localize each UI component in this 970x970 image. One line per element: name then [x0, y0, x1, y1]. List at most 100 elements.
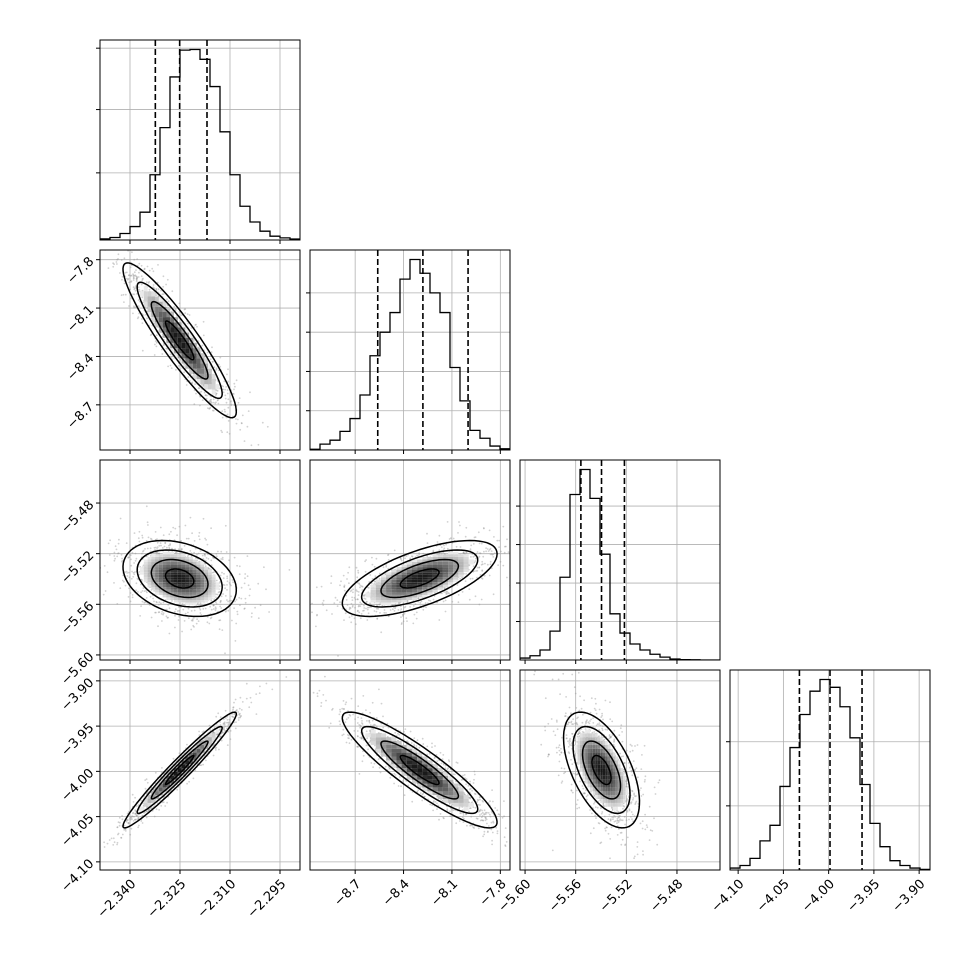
density-cell	[196, 569, 201, 573]
sample-point	[361, 589, 364, 591]
sample-point	[513, 537, 515, 539]
sample-point	[234, 640, 237, 642]
sample-point	[481, 570, 484, 572]
density-cell	[411, 577, 418, 580]
sample-point	[186, 313, 189, 315]
sample-point	[231, 619, 233, 622]
sample-point	[178, 609, 181, 612]
density-cell	[422, 584, 428, 588]
sample-point	[491, 553, 494, 556]
sample-point	[404, 557, 406, 560]
sample-point	[357, 609, 359, 612]
density-cell	[155, 311, 159, 318]
sample-point	[145, 810, 148, 812]
density-cell	[170, 574, 174, 578]
density-cell	[155, 582, 159, 585]
sample-point	[420, 600, 423, 603]
sample-point	[106, 842, 109, 845]
sample-point	[348, 606, 351, 609]
sample-point	[350, 589, 353, 592]
sample-point	[474, 536, 477, 538]
density-cell	[437, 557, 443, 560]
sample-point	[135, 279, 138, 281]
sample-point	[240, 597, 243, 600]
sample-point	[366, 600, 368, 603]
panel-2-1	[309, 459, 524, 664]
sample-point	[130, 280, 133, 282]
sample-point	[340, 580, 342, 583]
sample-point	[468, 564, 471, 567]
sample-point	[147, 536, 150, 539]
density-cell	[185, 594, 190, 598]
density-cell	[151, 584, 156, 588]
sample-point	[178, 752, 181, 755]
sample-point	[483, 527, 485, 530]
density-cell	[200, 589, 205, 593]
density-cell	[432, 557, 438, 560]
sample-point	[227, 721, 230, 724]
sample-point	[159, 526, 162, 529]
density-cell	[189, 562, 193, 565]
sample-point	[369, 602, 371, 605]
density-cell	[204, 594, 208, 598]
density-cell	[422, 577, 428, 580]
sample-point	[94, 227, 96, 229]
sample-point	[226, 373, 228, 376]
density-cell	[442, 574, 449, 578]
sample-point	[168, 607, 171, 610]
density-cell	[417, 564, 423, 568]
sample-point	[346, 578, 348, 580]
density-cell	[448, 564, 454, 568]
density-cell	[396, 592, 402, 595]
density-cell	[155, 301, 159, 307]
sample-point	[457, 594, 460, 596]
density-cell	[155, 572, 159, 575]
sample-point	[207, 557, 210, 560]
sample-point	[226, 431, 229, 434]
sample-point	[457, 532, 459, 534]
sample-point	[123, 257, 126, 260]
sample-point	[214, 606, 217, 609]
sample-point	[226, 575, 229, 578]
sample-point	[116, 555, 119, 558]
sample-point	[215, 579, 218, 582]
density-cell	[189, 597, 193, 600]
sample-point	[235, 598, 238, 601]
density-cell	[181, 562, 186, 565]
sample-point	[198, 607, 201, 609]
sample-point	[209, 401, 212, 403]
sample-point	[129, 818, 132, 821]
density-cell	[208, 582, 212, 585]
density-cell	[396, 577, 402, 580]
density-cell	[177, 579, 182, 583]
density-cell	[181, 557, 186, 560]
sample-point	[255, 713, 258, 715]
sample-point	[113, 555, 116, 557]
sample-point	[221, 410, 224, 413]
sample-point	[191, 618, 194, 621]
sample-point	[140, 605, 143, 607]
contour-line	[136, 549, 223, 608]
sample-point	[147, 809, 150, 812]
density-cell	[381, 597, 387, 600]
sample-point	[199, 395, 202, 398]
sample-point	[134, 818, 137, 821]
density-cell	[185, 557, 190, 560]
sample-point	[237, 401, 240, 404]
sample-point	[355, 566, 358, 569]
sample-point	[204, 565, 207, 568]
sample-point	[141, 296, 144, 299]
sample-point	[148, 604, 151, 606]
density-cell	[200, 600, 205, 603]
sample-point	[219, 600, 222, 603]
sample-point	[463, 552, 466, 555]
sample-point	[522, 627, 524, 629]
density-cell	[166, 551, 171, 555]
sample-point	[133, 532, 136, 534]
sample-point	[227, 406, 230, 409]
sample-point	[141, 322, 144, 324]
sample-point	[227, 730, 230, 733]
sample-point	[130, 274, 133, 277]
sample-point	[106, 571, 109, 574]
sample-point	[442, 600, 445, 603]
